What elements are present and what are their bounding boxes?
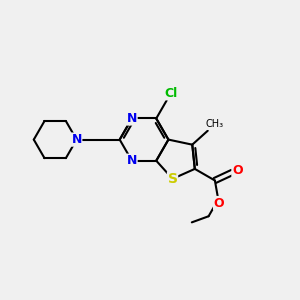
Text: N: N — [71, 133, 82, 146]
Text: O: O — [214, 196, 224, 209]
Text: N: N — [127, 154, 137, 167]
Text: CH₃: CH₃ — [206, 119, 224, 130]
Text: O: O — [232, 164, 243, 177]
Text: Cl: Cl — [164, 87, 177, 100]
Text: N: N — [127, 112, 137, 125]
Text: S: S — [167, 172, 178, 186]
